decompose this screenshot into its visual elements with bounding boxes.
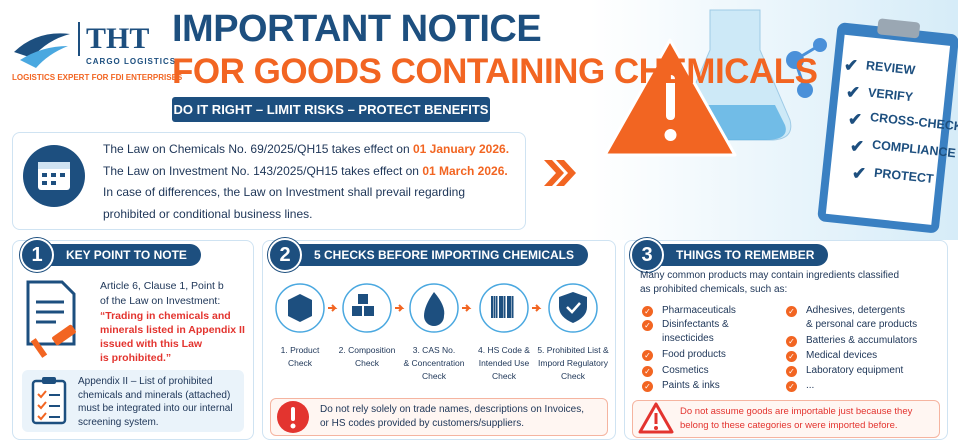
- item-line: Cosmetics: [662, 365, 709, 376]
- intro-line: Many common products may contain ingredi…: [640, 270, 900, 281]
- clipboard-icon: [31, 377, 67, 425]
- warning-line: Do not assume goods are importable just …: [680, 406, 913, 417]
- step-label: Check: [421, 371, 447, 381]
- quote-line: minerals listed in Appendix II: [100, 324, 245, 336]
- section-title: 5 CHECKS BEFORE IMPORTING CHEMICALS: [288, 244, 589, 266]
- text: The Law on Chemicals No. 69/2025/QH15 ta…: [103, 142, 413, 156]
- step-label: Check: [287, 358, 313, 368]
- item-line: Medical devices: [806, 350, 878, 361]
- bullet: ✓: [642, 306, 653, 317]
- warning-line: belong to these categories or were impor…: [680, 420, 898, 431]
- warning-icon: [277, 401, 309, 433]
- check-mark: ✔: [844, 56, 859, 75]
- check-mark: ✔: [852, 164, 867, 183]
- appendix-line: chemicals and minerals (attached): [78, 389, 231, 401]
- item-line: Paints & inks: [662, 380, 720, 391]
- calendar-icon: [23, 145, 85, 207]
- item-line: Adhesives, detergents: [806, 305, 905, 316]
- law-icon: [26, 280, 76, 358]
- step-label: Check: [354, 358, 380, 368]
- date: 01 March 2026.: [422, 163, 508, 178]
- section-title: THINGS TO REMEMBER: [650, 244, 829, 266]
- section-title: KEY POINT TO NOTE: [40, 244, 201, 266]
- step-label: Intended Use: [478, 358, 530, 368]
- date: 01 January 2026.: [412, 142, 510, 156]
- intro-line: as prohibited chemicals, such as:: [640, 284, 788, 295]
- section-number: 3: [630, 238, 664, 272]
- notice-box: [12, 132, 526, 230]
- bullet: ✓: [786, 381, 797, 392]
- bullet: ✓: [786, 351, 797, 362]
- logo-subtitle: CARGO LOGISTICS: [86, 57, 177, 66]
- notice-line: prohibited or conditional business lines…: [103, 206, 313, 221]
- bullet: ✓: [642, 350, 653, 361]
- title-line2: FOR GOODS CONTAINING CHEMICALS: [172, 52, 818, 91]
- step-label: 2. Composition: [338, 345, 396, 355]
- check-mark: ✔: [848, 110, 863, 129]
- chevrons: [544, 160, 576, 186]
- text: The Law on Investment No. 143/2025/QH15 …: [103, 163, 423, 178]
- step-label: & Concentration: [403, 358, 465, 368]
- article-line: Article 6, Clause 1, Point b: [100, 280, 224, 292]
- bullet: ✓: [786, 306, 797, 317]
- banner: DO IT RIGHT – LIMIT RISKS – PROTECT BENE…: [172, 97, 490, 122]
- step-label: 4. HS Code &: [478, 345, 530, 355]
- section-number: 2: [268, 238, 302, 272]
- notice-text: The Law on Chemicals No. 69/2025/QH15 ta…: [103, 139, 509, 225]
- quote-line: issued with this Law: [100, 338, 203, 350]
- item-line: Laboratory equipment: [806, 365, 904, 376]
- item-line: insecticides: [662, 333, 714, 344]
- check-mark: ✔: [850, 137, 865, 156]
- title-line1: IMPORTANT NOTICE: [172, 8, 542, 50]
- quote-line: is prohibited.”: [100, 352, 172, 364]
- item-line: Disinfectants &: [662, 319, 729, 330]
- logo-icon: [14, 33, 70, 68]
- appendix-line: Appendix II – List of prohibited: [78, 376, 213, 387]
- step-label: 1. Product: [280, 345, 320, 355]
- warning-box: [270, 398, 608, 436]
- quote-line: “Trading in chemicals and: [100, 310, 231, 322]
- bullet: ✓: [642, 320, 653, 331]
- bullet: ✓: [786, 366, 797, 377]
- step-label: Impord Regulatory: [538, 358, 608, 368]
- step-label: Check: [560, 371, 586, 381]
- bullet: ✓: [642, 366, 653, 377]
- section-number: 1: [20, 238, 54, 272]
- notice-line: The Law on Investment No. 143/2025/QH15 …: [103, 161, 509, 183]
- appendix-line: must be integrated into our internal: [78, 403, 233, 414]
- step-icons: [275, 283, 598, 333]
- step-label: 5. Prohibited List &: [537, 345, 609, 355]
- item-line: Pharmaceuticals: [662, 305, 736, 316]
- warning-line: Do not rely solely on trade names, descr…: [320, 404, 585, 415]
- bullet: ✓: [642, 381, 653, 392]
- notice-line: The Law on Chemicals No. 69/2025/QH15 ta…: [103, 139, 509, 161]
- logo-text: THT: [78, 22, 149, 56]
- check-mark: ✔: [846, 83, 861, 102]
- article-line: of the Law on Investment:: [100, 295, 221, 307]
- hero-art: [590, 0, 958, 240]
- warning-line: or HS codes provided by customers/suppli…: [320, 418, 524, 429]
- appendix-line: screening system.: [78, 416, 159, 428]
- notice-line: In case of differences, the Law on Inves…: [103, 185, 465, 199]
- item-line: ...: [806, 380, 815, 391]
- item-line: Batteries & accumulators: [806, 335, 918, 346]
- warning-box: [632, 400, 940, 438]
- step-label: 3. CAS No.: [412, 345, 456, 355]
- warning-icon: [638, 402, 674, 434]
- step-label: Check: [491, 371, 517, 381]
- item-line: Food products: [662, 349, 726, 360]
- bullet: ✓: [786, 336, 797, 347]
- item-line: & personal care products: [806, 319, 918, 330]
- tagline: LOGISTICS EXPERT FOR FDI ENTERPRISES: [12, 73, 183, 82]
